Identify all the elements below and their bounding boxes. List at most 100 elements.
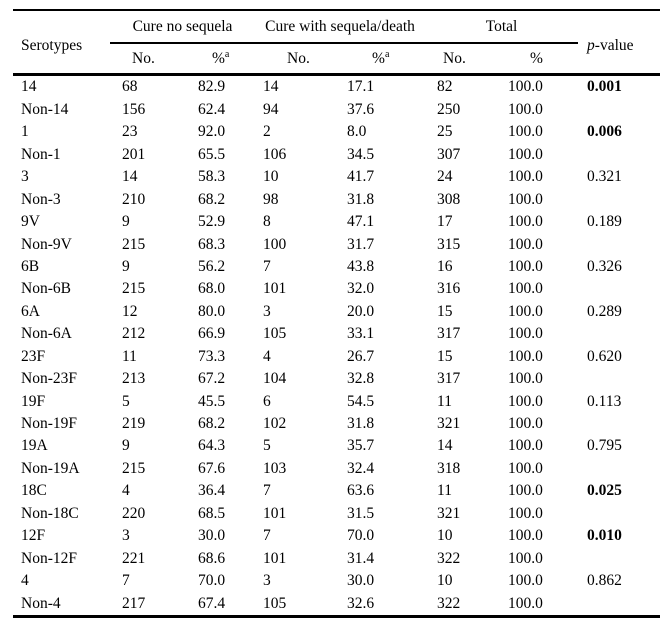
serotype-cell: Non-19F <box>21 415 77 433</box>
serotype-outcomes-table: Serotypes Cure no sequela Cure with sequ… <box>13 9 661 618</box>
total-no-cell: 16 <box>437 257 453 275</box>
table-row: Non-6B 215 68.0 101 32.0 316 100.0 <box>13 278 660 300</box>
table-row: 6B 9 56.2 7 43.8 16 100.0 0.326 <box>13 256 660 278</box>
serotype-cell: Non-6A <box>21 325 72 343</box>
total-no-cell: 321 <box>437 504 461 522</box>
serotype-cell: 19F <box>21 392 46 410</box>
cure-with-sequela-pct-cell: 43.8 <box>347 257 375 275</box>
p-value-cell: 0.006 <box>587 123 622 141</box>
p-value-cell: 0.795 <box>587 437 622 455</box>
serotype-cell: 6A <box>21 302 40 320</box>
cure-with-sequela-pct-cell: 30.0 <box>347 572 375 590</box>
serotype-cell: Non-6B <box>21 280 71 298</box>
cure-with-sequela-no-cell: 7 <box>263 257 271 275</box>
cure-with-sequela-pct-cell: 70.0 <box>347 527 375 545</box>
table-row: Non-9V 215 68.3 100 31.7 315 100.0 <box>13 233 660 255</box>
cure-no-sequela-pct-cell: 68.5 <box>198 504 226 522</box>
cure-no-sequela-no-cell: 11 <box>122 347 137 365</box>
serotype-cell: 12F <box>21 527 46 545</box>
cure-no-sequela-pct-cell: 68.6 <box>198 549 226 567</box>
p-value-cell: 0.189 <box>587 213 622 231</box>
table-row: Non-3 210 68.2 98 31.8 308 100.0 <box>13 188 660 210</box>
cure-with-sequela-pct-cell: 32.4 <box>347 459 375 477</box>
cure-no-sequela-pct-cell: 68.0 <box>198 280 226 298</box>
p-value-cell: 0.620 <box>587 347 622 365</box>
total-pct-cell: 100.0 <box>508 347 543 365</box>
column-header-pct-cure-no-sequela: %a <box>190 43 256 76</box>
column-group-cure-with-sequela-death: Cure with sequela/death <box>255 10 426 44</box>
total-pct-cell: 100.0 <box>508 437 543 455</box>
table-row: Non-1 201 65.5 106 34.5 307 100.0 <box>13 143 660 165</box>
cure-with-sequela-no-cell: 106 <box>263 145 287 163</box>
serotype-cell: 6B <box>21 257 40 275</box>
total-pct-cell: 100.0 <box>508 549 543 567</box>
total-no-cell: 24 <box>437 168 453 186</box>
column-header-pvalue: p-value <box>578 10 661 76</box>
cure-with-sequela-no-cell: 94 <box>263 100 279 118</box>
cure-with-sequela-no-cell: 2 <box>263 123 271 141</box>
table-row: 3 14 58.3 10 41.7 24 100.0 0.321 <box>13 166 660 188</box>
cure-with-sequela-pct-cell: 31.4 <box>347 549 375 567</box>
cure-no-sequela-no-cell: 4 <box>122 482 130 500</box>
serotype-cell: 23F <box>21 347 46 365</box>
cure-no-sequela-pct-cell: 67.6 <box>198 459 226 477</box>
total-no-cell: 315 <box>437 235 461 253</box>
p-value-cell: 0.326 <box>587 257 622 275</box>
p-value-cell: 0.113 <box>587 392 622 410</box>
total-pct-cell: 100.0 <box>508 257 543 275</box>
cure-with-sequela-no-cell: 7 <box>263 482 271 500</box>
cure-no-sequela-no-cell: 219 <box>122 415 146 433</box>
p-value-cell: 0.321 <box>587 168 622 186</box>
cure-no-sequela-pct-cell: 68.3 <box>198 235 226 253</box>
cure-with-sequela-no-cell: 10 <box>263 168 279 186</box>
serotype-cell: Non-12F <box>21 549 77 567</box>
p-value-cell <box>578 278 660 300</box>
column-header-no-cure-no-sequela: No. <box>110 43 190 76</box>
cure-no-sequela-pct-cell: 67.4 <box>198 594 226 612</box>
total-pct-cell: 100.0 <box>508 145 543 163</box>
table-row: 23F 11 73.3 4 26.7 15 100.0 0.620 <box>13 345 660 367</box>
serotype-cell: Non-23F <box>21 370 77 388</box>
total-pct-cell: 100.0 <box>508 235 543 253</box>
total-pct-cell: 100.0 <box>508 459 543 477</box>
cure-with-sequela-pct-cell: 17.1 <box>347 78 375 96</box>
cure-no-sequela-pct-cell: 65.5 <box>198 145 226 163</box>
cure-no-sequela-no-cell: 23 <box>122 123 138 141</box>
total-no-cell: 15 <box>437 302 453 320</box>
cure-with-sequela-pct-cell: 32.0 <box>347 280 375 298</box>
cure-with-sequela-no-cell: 5 <box>263 437 271 455</box>
p-value-cell: 0.001 <box>587 78 622 96</box>
serotype-cell: Non-3 <box>21 190 61 208</box>
total-no-cell: 11 <box>437 392 452 410</box>
cure-no-sequela-pct-cell: 80.0 <box>198 302 226 320</box>
cure-with-sequela-no-cell: 101 <box>263 549 287 567</box>
serotype-cell: Non-14 <box>21 100 69 118</box>
header-sub-row: No. %a No. %a No. % <box>13 43 660 76</box>
cure-with-sequela-no-cell: 6 <box>263 392 271 410</box>
total-pct-cell: 100.0 <box>508 572 543 590</box>
p-value-cell <box>578 547 660 569</box>
cure-no-sequela-pct-cell: 68.2 <box>198 190 226 208</box>
cure-with-sequela-pct-cell: 31.5 <box>347 504 375 522</box>
cure-with-sequela-no-cell: 14 <box>263 78 279 96</box>
p-value-cell: 0.862 <box>587 572 622 590</box>
cure-no-sequela-no-cell: 217 <box>122 594 146 612</box>
p-value-cell <box>578 188 660 210</box>
p-value-cell <box>578 143 660 165</box>
pvalue-italic-p: p <box>587 37 595 54</box>
p-value-cell <box>578 233 660 255</box>
cure-with-sequela-pct-cell: 20.0 <box>347 302 375 320</box>
total-pct-cell: 100.0 <box>508 392 543 410</box>
cure-with-sequela-no-cell: 8 <box>263 213 271 231</box>
cure-no-sequela-pct-cell: 92.0 <box>198 123 226 141</box>
p-value-cell <box>578 368 660 390</box>
cure-no-sequela-pct-cell: 36.4 <box>198 482 226 500</box>
cure-with-sequela-pct-cell: 34.5 <box>347 145 375 163</box>
cure-no-sequela-pct-cell: 82.9 <box>198 78 226 96</box>
cure-no-sequela-pct-cell: 52.9 <box>198 213 226 231</box>
p-value-cell <box>578 457 660 479</box>
total-no-cell: 14 <box>437 437 453 455</box>
total-pct-cell: 100.0 <box>508 78 543 96</box>
cure-with-sequela-pct-cell: 41.7 <box>347 168 375 186</box>
